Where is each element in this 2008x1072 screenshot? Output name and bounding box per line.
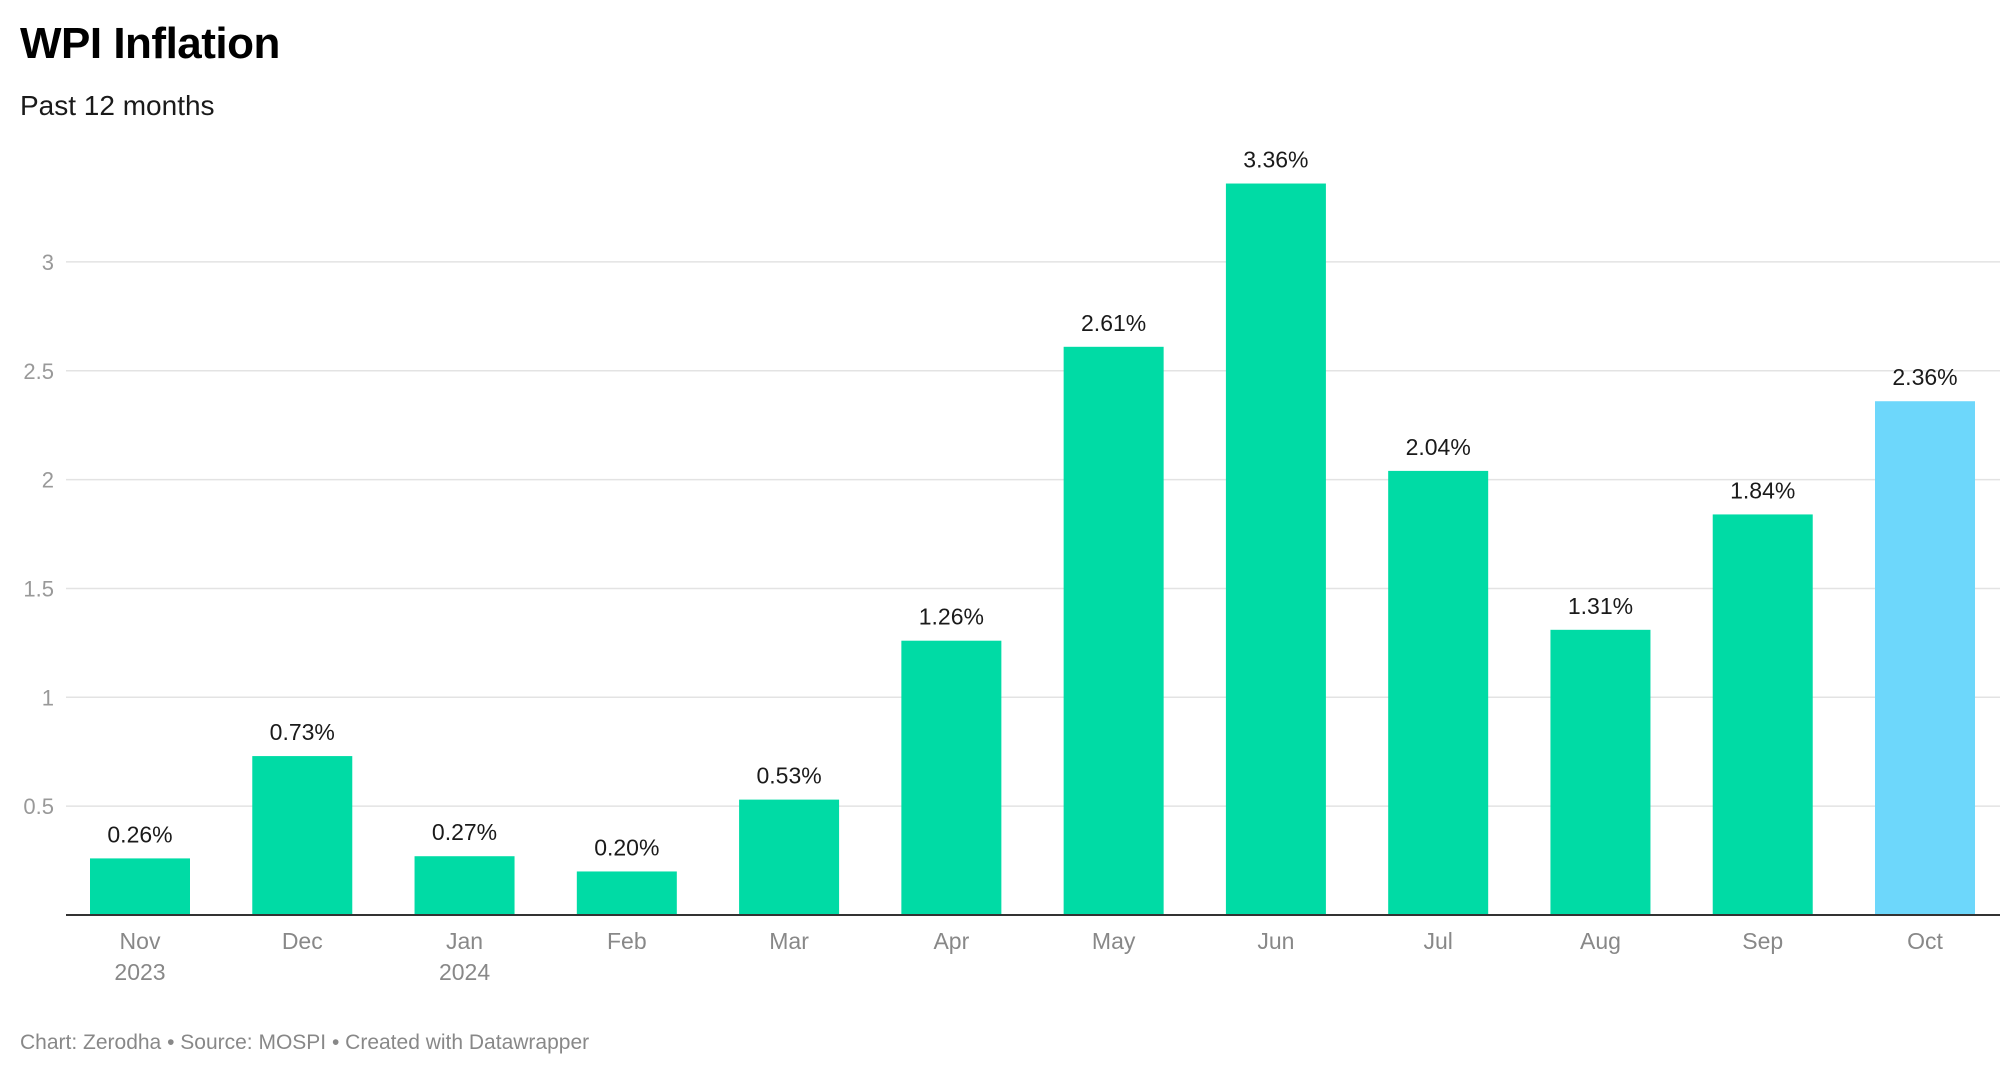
x-tick-label: Feb: [607, 928, 647, 954]
x-tick-label: Sep: [1742, 928, 1783, 954]
x-tick-label: Nov: [120, 928, 161, 954]
data-label: 2.61%: [1081, 310, 1146, 336]
x-tick-label: Dec: [282, 928, 323, 954]
x-tick-label: Jul: [1423, 928, 1452, 954]
bar: [1550, 629, 1651, 915]
chart-title: WPI Inflation: [20, 19, 280, 68]
data-label: 0.20%: [594, 834, 659, 860]
data-label: 0.27%: [432, 819, 497, 845]
data-label: 3.36%: [1243, 147, 1308, 173]
bar: [901, 640, 1002, 915]
bar: [1225, 183, 1326, 915]
y-tick-label: 1.5: [23, 576, 54, 601]
x-tick-label: Jun: [1257, 928, 1294, 954]
bar: [252, 756, 353, 915]
data-label: 1.26%: [919, 604, 984, 630]
x-tick-label: Apr: [933, 928, 969, 954]
bars: [90, 183, 1975, 916]
data-label: 2.04%: [1406, 434, 1471, 460]
data-label: 1.84%: [1730, 477, 1795, 503]
y-tick-label: 3: [42, 250, 54, 275]
bar: [1063, 346, 1164, 916]
x-axis-ticks: Nov 2023 Dec Jan 2024 Feb Mar Apr May Jun Jul Aug Se…: [114, 928, 1943, 985]
x-tick-label: Jan: [446, 928, 483, 954]
bar: [576, 871, 677, 915]
bar: [1712, 514, 1813, 915]
x-tick-year-label: 2024: [439, 959, 490, 985]
bar-chart: 0.5 1 1.5 2 2.5 3 0.26% 0.73% 0.27% 0.20% 0.53% 1.…: [23, 147, 2000, 985]
x-tick-year-label: 2023: [114, 959, 165, 985]
bar: [739, 799, 840, 915]
chart-footer: Chart: Zerodha • Source: MOSPI • Created…: [20, 1031, 590, 1054]
x-tick-label: May: [1092, 928, 1136, 954]
data-label: 1.31%: [1568, 593, 1633, 619]
bar: [1388, 470, 1489, 915]
y-tick-label: 1: [42, 685, 54, 710]
y-tick-label: 2: [42, 468, 54, 493]
x-tick-label: Oct: [1907, 928, 1943, 954]
data-labels: 0.26% 0.73% 0.27% 0.20% 0.53% 1.26% 2.61% 3.36%…: [107, 147, 1957, 861]
data-label: 2.36%: [1892, 364, 1957, 390]
x-tick-label: Mar: [769, 928, 809, 954]
y-axis-ticks: 0.5 1 1.5 2 2.5 3: [23, 250, 54, 819]
gridlines: [66, 261, 2000, 807]
chart-subtitle: Past 12 months: [20, 90, 215, 121]
x-tick-label: Aug: [1580, 928, 1621, 954]
data-label: 0.53%: [756, 763, 821, 789]
y-tick-label: 0.5: [23, 794, 54, 819]
data-label: 0.73%: [270, 719, 335, 745]
bar: [414, 856, 515, 915]
bar: [90, 858, 190, 915]
data-label: 0.26%: [107, 821, 172, 847]
bar: [1875, 401, 1975, 915]
y-tick-label: 2.5: [23, 359, 54, 384]
